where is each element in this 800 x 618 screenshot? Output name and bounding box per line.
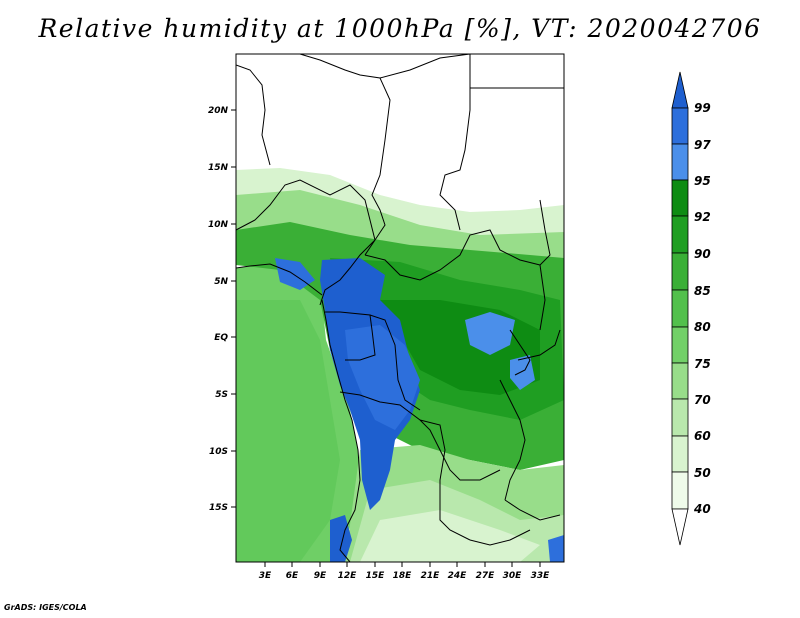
lon-label: 15E <box>366 571 386 581</box>
colorbar-label: 75 <box>694 357 711 371</box>
colorbar-segment <box>671 289 689 328</box>
colorbar-label: 70 <box>694 393 711 407</box>
map-frame <box>235 53 565 563</box>
country-borders <box>236 54 564 562</box>
colorbar-segment <box>671 362 689 400</box>
lon-label: 9E <box>314 571 327 581</box>
lat-label: 20N <box>208 106 229 116</box>
colorbar-label: 99 <box>694 101 711 115</box>
colorbar-segment <box>671 398 689 437</box>
lat-label: EQ <box>214 333 228 343</box>
colorbar-segment <box>671 179 689 217</box>
credit-text: GrADS: IGES/COLA <box>4 603 87 612</box>
colorbar-segment <box>671 471 689 510</box>
lat-label: 15N <box>208 163 229 173</box>
humidity-field <box>236 54 564 562</box>
chart-title: Relative humidity at 1000hPa [%], VT: 20… <box>38 14 762 43</box>
colorbar-label: 92 <box>694 210 711 224</box>
lon-label: 18E <box>393 571 413 581</box>
colorbar-segment <box>671 435 689 473</box>
colorbar-segment <box>671 143 689 181</box>
colorbar-segment <box>671 252 689 291</box>
colorbar-label: 97 <box>694 138 711 152</box>
colorbar-segment <box>671 215 689 254</box>
lon-label: 3E <box>259 571 272 581</box>
lat-label: 5N <box>214 277 228 287</box>
lon-label: 24E <box>448 571 468 581</box>
colorbar <box>671 71 689 546</box>
colorbar-label: 95 <box>694 174 711 188</box>
colorbar-label: 85 <box>694 284 711 298</box>
colorbar-segment <box>671 107 689 145</box>
colorbar-label: 90 <box>694 247 711 261</box>
lon-label: 6E <box>286 571 299 581</box>
colorbar-label: 50 <box>694 466 711 480</box>
colorbar-bottom-arrow <box>671 508 689 546</box>
lon-label: 12E <box>338 571 358 581</box>
lat-label: 10S <box>209 447 228 457</box>
lon-label: 30E <box>503 571 523 581</box>
colorbar-label: 80 <box>694 320 711 334</box>
lon-label: 33E <box>531 571 551 581</box>
lat-label: 5S <box>215 390 228 400</box>
colorbar-top-arrow <box>671 71 689 109</box>
colorbar-label: 60 <box>694 429 711 443</box>
colorbar-segment <box>671 326 689 364</box>
lon-label: 21E <box>421 571 441 581</box>
lat-label: 15S <box>209 503 228 513</box>
colorbar-label: 40 <box>693 502 711 516</box>
lat-label: 10N <box>208 220 229 230</box>
lon-label: 27E <box>476 571 496 581</box>
